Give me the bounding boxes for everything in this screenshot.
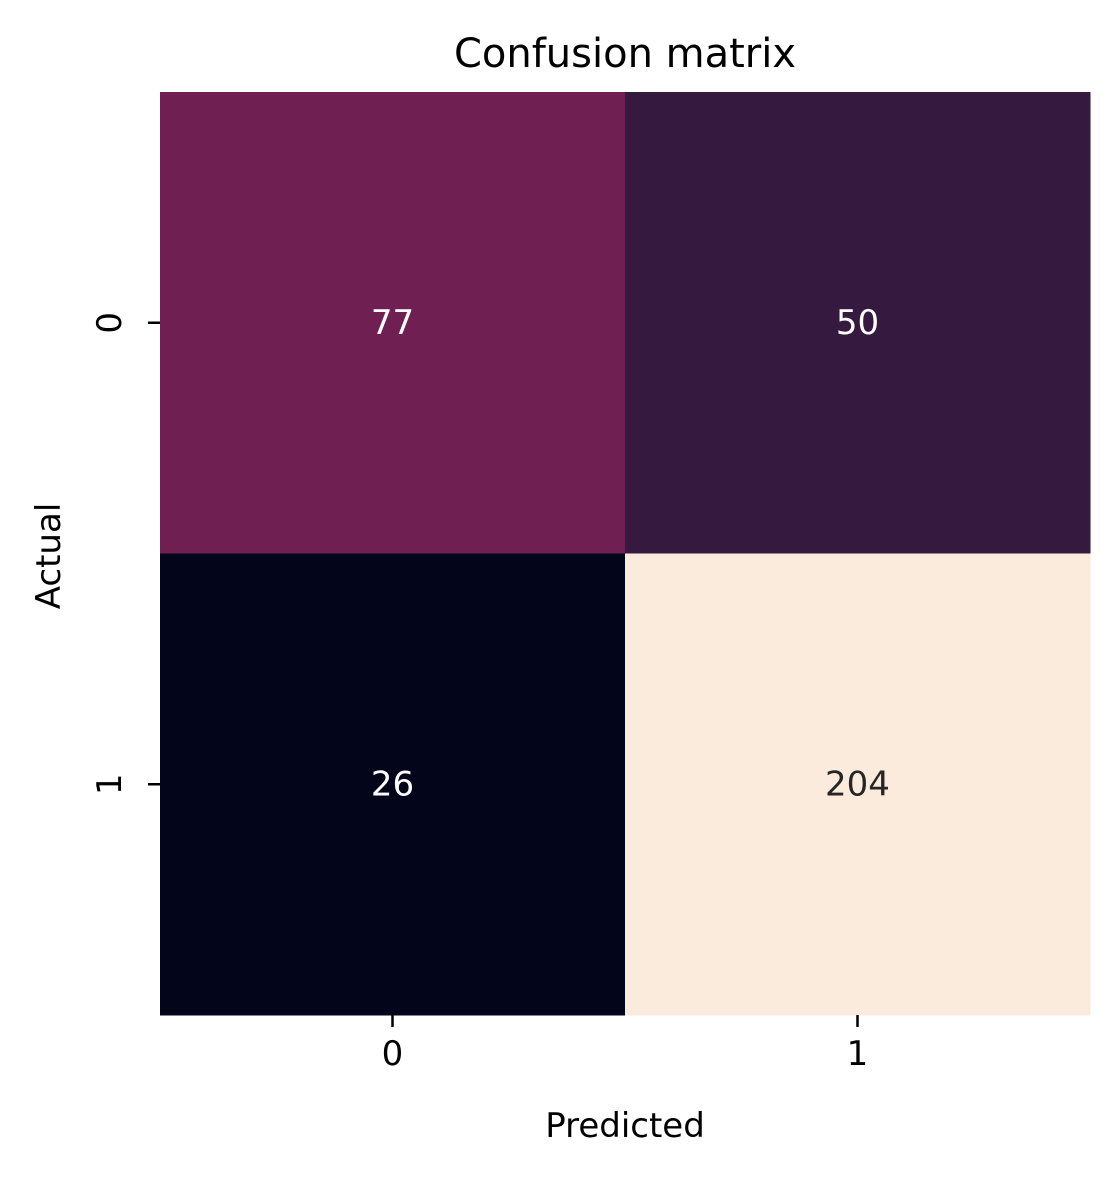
x-axis-label: Predicted	[545, 1106, 705, 1146]
cell-value-label-r1-c0: 26	[371, 764, 414, 804]
cell-value-label-r0-c0: 77	[371, 303, 414, 343]
y-tick-label-0: 0	[90, 312, 130, 334]
y-axis: 01	[90, 312, 160, 795]
y-axis-label: Actual	[29, 503, 69, 610]
heatmap-annotations: 77 50 26 204	[371, 303, 890, 805]
heatmap-cell-r1-c0	[160, 553, 626, 1016]
heatmap-cell-r0-c1	[625, 92, 1091, 554]
chart-title: Confusion matrix	[454, 31, 796, 77]
y-tick-label-1: 1	[90, 773, 130, 795]
heatmap-cells	[160, 92, 1091, 1016]
heatmap-cell-r1-c1	[625, 553, 1091, 1016]
cell-value-label-r1-c1: 204	[825, 764, 890, 804]
cell-value-label-r0-c1: 50	[836, 303, 879, 343]
heatmap-cell-r0-c0	[160, 92, 626, 554]
x-tick-label-0: 0	[382, 1034, 404, 1074]
x-tick-label-1: 1	[847, 1034, 869, 1074]
